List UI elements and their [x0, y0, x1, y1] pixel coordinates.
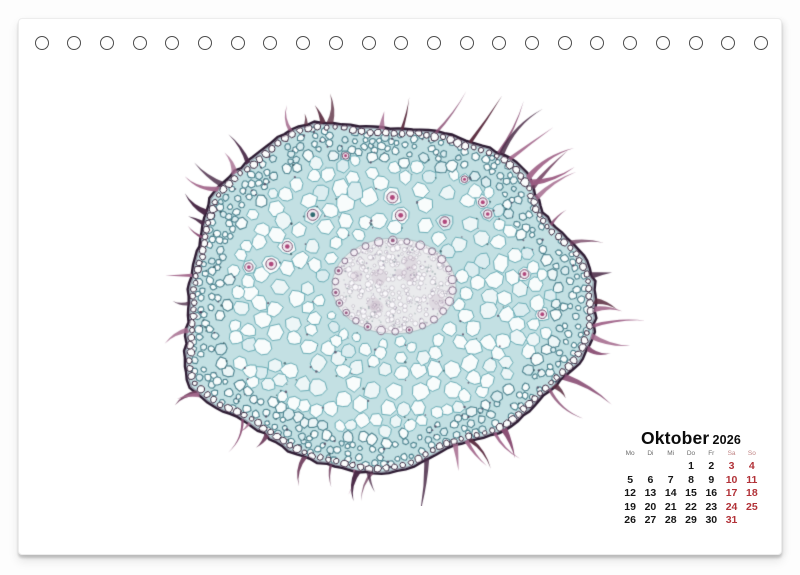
calendar-day: 5: [627, 473, 634, 486]
calendar-day: 12: [624, 487, 636, 499]
calendar-day: 14: [664, 487, 677, 499]
binding-hole: [34, 36, 49, 50]
calendar-block: Oktober 2026 Mo Di Mi Do Fr Sa So 1 2 3 4 5 6 7 8 9 10 11 1…: [620, 429, 762, 528]
calendar-day: 27: [644, 514, 657, 526]
binding-hole: [590, 36, 605, 50]
calendar-day: 21: [664, 500, 677, 513]
binding-hole: [557, 36, 572, 50]
binding-hole: [623, 36, 638, 50]
binding-hole: [394, 36, 409, 50]
calendar-day: 18: [746, 487, 758, 499]
weekday-header: Sa: [727, 450, 736, 457]
binding-hole: [165, 36, 180, 50]
binding-hole: [328, 36, 343, 50]
binding-hole: [132, 36, 147, 50]
calendar-day: 17: [725, 487, 738, 499]
calendar-day: 4: [748, 460, 755, 472]
calendar-day-empty: [661, 460, 681, 474]
weekday-header: So: [747, 450, 756, 457]
calendar-day: 11: [746, 473, 758, 486]
binding-hole: [67, 36, 82, 50]
binding-hole: [753, 36, 768, 50]
calendar-day: 2: [708, 460, 715, 472]
binding-hole: [198, 36, 212, 50]
calendar-day: 13: [644, 487, 657, 499]
binding-hole: [426, 36, 441, 50]
weekday-header: Di: [647, 450, 654, 457]
calendar-day: 25: [746, 500, 758, 513]
binding-hole: [655, 36, 670, 50]
calendar-day-empty: [640, 460, 660, 474]
binding-hole: [361, 36, 376, 50]
calendar-day: 3: [728, 460, 735, 472]
calendar-day: 29: [685, 514, 697, 526]
binding-hole: [525, 36, 539, 50]
calendar-day-empty: [620, 460, 640, 474]
weekday-header: Mo: [625, 450, 635, 457]
calendar-day: 30: [705, 514, 718, 526]
calendar-day: 16: [705, 487, 718, 499]
calendar-day: 24: [725, 500, 738, 513]
binding-hole: [230, 36, 245, 50]
calendar-day: 6: [647, 473, 654, 486]
calendar-month: Oktober: [640, 428, 710, 448]
calendar-year: 2026: [712, 433, 742, 447]
calendar-day: 8: [688, 473, 694, 486]
calendar-day-empty: [742, 514, 762, 528]
binding-hole: [263, 36, 278, 50]
calendar-day: 23: [705, 500, 718, 513]
weekday-header: Do: [686, 450, 696, 457]
calendar-day: 7: [667, 473, 674, 486]
calendar-day: 1: [688, 460, 694, 472]
binding-hole: [99, 36, 114, 50]
calendar-day: 26: [624, 514, 636, 526]
binding-hole: [459, 36, 474, 50]
binding-holes-row: [19, 19, 781, 79]
calendar-sheet: Oktober 2026 Mo Di Mi Do Fr Sa So 1 2 3 4 5 6 7 8 9 10 11 1…: [18, 18, 782, 555]
binding-hole: [492, 36, 507, 50]
weekday-header: Mi: [667, 450, 675, 457]
calendar-day: 10: [725, 473, 738, 486]
weekday-header: Fr: [708, 450, 715, 457]
calendar-title: Oktober 2026: [620, 429, 762, 447]
root-cross-section-micrograph: [151, 76, 651, 506]
calendar-day: 28: [664, 514, 677, 526]
calendar-grid: Mo Di Mi Do Fr Sa So 1 2 3 4 5 6 7 8 9 10 11 12 13 14 15 16 17 1…: [620, 448, 762, 528]
calendar-day: 19: [624, 500, 636, 513]
calendar-day: 15: [685, 487, 697, 499]
binding-hole: [688, 36, 703, 50]
binding-hole: [721, 36, 736, 50]
calendar-day: 9: [708, 473, 715, 486]
calendar-day: 22: [685, 500, 697, 513]
binding-hole: [296, 36, 311, 50]
calendar-day: 20: [644, 500, 657, 513]
calendar-day: 31: [725, 514, 738, 526]
